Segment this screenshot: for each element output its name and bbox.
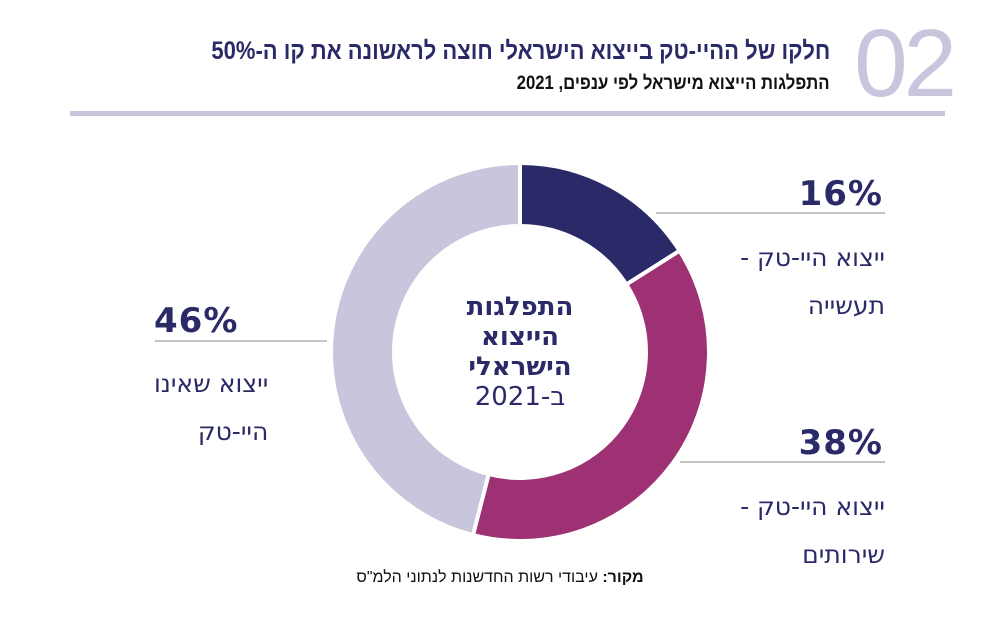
donut-center-label: התפלגות הייצוא הישראלי ב-2021: [440, 292, 600, 412]
slice-category-label-hightech-manufacturing: ייצוא היי-טק - תעשייה: [740, 222, 885, 342]
donut-slice-hightech-services: [470, 247, 711, 543]
label-line: היי-טק: [197, 417, 269, 446]
center-line: הישראלי: [468, 352, 572, 382]
label-line: ייצוא היי-טק -: [740, 243, 885, 272]
source-note: מקור: עיבודי רשות החדשנות לנתוני הלמ"ס: [300, 569, 700, 587]
slice-value-label-non-hightech: 46%: [154, 301, 239, 341]
slice-category-label-hightech-services: ייצוא היי-טק - שירותים: [740, 471, 885, 591]
chart-title: חלקו של ההיי-טק בייצוא הישראלי חוצה לראש…: [211, 37, 830, 65]
center-line: ב-2021: [474, 382, 566, 412]
slice-category-label-non-hightech: ייצוא שאינו היי-טק: [154, 348, 268, 468]
label-line: שירותים: [802, 540, 885, 569]
label-line: ייצוא היי-טק -: [740, 492, 885, 521]
header-divider: [70, 111, 945, 116]
donut-slice-non-hightech: [329, 160, 522, 538]
source-text: עיבודי רשות החדשנות לנתוני הלמ"ס: [356, 569, 598, 586]
slice-value-label-hightech-services: 38%: [798, 423, 883, 463]
label-line: ייצוא שאינו: [154, 369, 269, 398]
source-label: מקור:: [602, 569, 644, 586]
chart-number: 02: [854, 10, 957, 117]
center-line: התפלגות: [466, 292, 574, 322]
center-line: הייצוא: [481, 322, 559, 352]
chart-subtitle: התפלגות הייצוא מישראל לפי ענפים, 2021: [517, 73, 830, 94]
label-line: תעשייה: [807, 291, 885, 320]
slice-value-label-hightech-manufacturing: 16%: [798, 174, 883, 214]
